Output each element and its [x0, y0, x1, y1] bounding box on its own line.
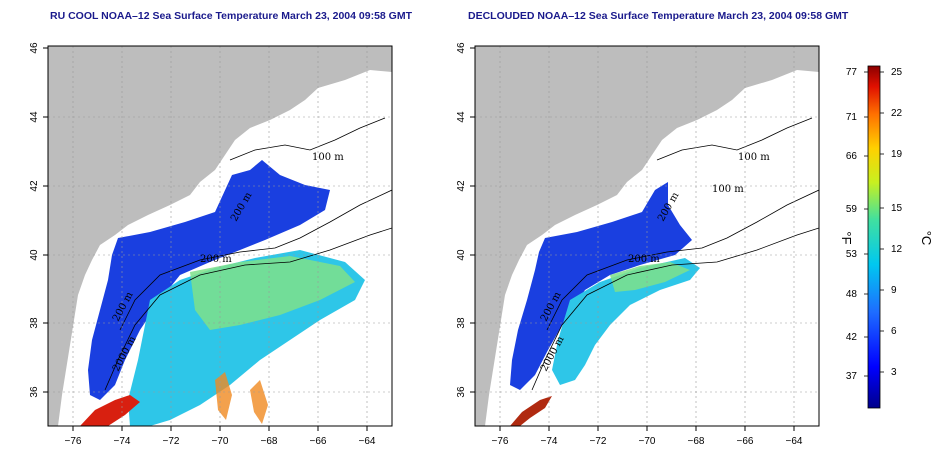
- left-x-tick: −68: [261, 436, 278, 447]
- left-sst-orange: [215, 372, 268, 424]
- right-contour-label: 200 m: [628, 254, 660, 265]
- colorbar-fahrenheit-tick: 77: [846, 67, 858, 78]
- colorbar-celsius-tick: 19: [891, 149, 903, 160]
- left-contour-200m: [119, 189, 392, 331]
- left-x-tick: −72: [163, 436, 180, 447]
- colorbar-tick-marks: [864, 71, 884, 377]
- left-contour-label: 200 m: [200, 254, 232, 265]
- right-sst-warm: [510, 396, 552, 426]
- left-x-tick: −76: [65, 436, 82, 447]
- colorbar-celsius-tick: 3: [891, 367, 897, 378]
- left-x-tick: −66: [310, 436, 327, 447]
- left-y-tick: 44: [29, 111, 40, 123]
- left-y-tick: 46: [29, 42, 40, 54]
- colorbar-celsius-tick: 15: [891, 203, 903, 214]
- colorbar-celsius-tick: 25: [891, 67, 903, 78]
- left-sst-warm: [80, 395, 140, 426]
- right-y-tick: 44: [456, 111, 467, 123]
- left-map-title: RU COOL NOAA–12 Sea Surface Temperature …: [50, 10, 413, 22]
- left-sst-blue: [88, 160, 330, 400]
- left-y-tick: 42: [29, 180, 40, 192]
- left-x-tick: −74: [114, 436, 131, 447]
- colorbar-celsius-label: °C: [919, 231, 934, 246]
- right-grid: [475, 46, 819, 426]
- colorbar-celsius-tick: 6: [891, 326, 897, 337]
- colorbar-fahrenheit-tick: 48: [846, 289, 858, 300]
- right-x-tick: −72: [590, 436, 607, 447]
- colorbar-fahrenheit-tick: 59: [846, 204, 858, 215]
- right-map-panel: 100 m 100 m 200 m 200 m 2000 m 200 m −76…: [456, 42, 820, 447]
- right-x-tick: −66: [737, 436, 754, 447]
- colorbar-celsius-tick: 9: [891, 285, 897, 296]
- colorbar-fahrenheit-tick: 71: [846, 112, 858, 123]
- left-contour-2000m: [104, 227, 392, 391]
- left-y-tick: 36: [29, 386, 40, 398]
- left-grid: [48, 46, 392, 426]
- colorbar-celsius-tick: 22: [891, 108, 903, 119]
- right-contour-200m: [546, 189, 819, 331]
- colorbar-fahrenheit-tick: 66: [846, 151, 858, 162]
- left-sst-green: [190, 256, 355, 330]
- right-tick-marks: [470, 47, 795, 431]
- right-y-tick: 38: [456, 317, 467, 329]
- right-map-title: DECLOUDED NOAA–12 Sea Surface Temperatur…: [468, 10, 849, 22]
- right-y-tick: 36: [456, 386, 467, 398]
- right-contour-2000m: [531, 227, 819, 391]
- right-contour-label: 100 m: [738, 152, 770, 163]
- right-x-tick: −74: [541, 436, 558, 447]
- right-y-tick: 40: [456, 249, 467, 261]
- right-contour-100m: [656, 117, 813, 161]
- right-x-tick: −70: [639, 436, 656, 447]
- right-land-mass: [475, 46, 819, 426]
- left-land-mass: [48, 46, 392, 426]
- left-tick-marks: [43, 47, 368, 431]
- right-x-tick: −68: [688, 436, 705, 447]
- right-x-tick: −64: [786, 436, 803, 447]
- colorbar-fahrenheit-label: °F: [839, 231, 854, 244]
- right-sst-green: [610, 262, 690, 292]
- colorbar-fahrenheit-tick: 53: [846, 249, 858, 260]
- left-y-tick: 38: [29, 317, 40, 329]
- left-contour-label: 100 m: [312, 152, 344, 163]
- right-x-tick: −76: [492, 436, 509, 447]
- colorbar-fahrenheit-tick: 37: [846, 371, 858, 382]
- right-contour-label: 100 m: [712, 184, 744, 195]
- left-contour-100m: [229, 117, 386, 161]
- colorbar-fahrenheit-tick: 42: [846, 332, 858, 343]
- left-map-panel: 100 m 200 m 200 m 2000 m 200 m −76 −74 −…: [29, 42, 393, 447]
- right-sst-blue: [510, 182, 692, 390]
- left-x-tick: −70: [212, 436, 229, 447]
- right-sst-cyan: [552, 258, 700, 385]
- right-y-tick: 46: [456, 42, 467, 54]
- right-y-tick: 42: [456, 180, 467, 192]
- colorbar-gradient: [867, 65, 881, 409]
- colorbar-celsius-tick: 12: [891, 244, 903, 255]
- colorbar: 77 71 66 59 53 48 42 37 25 22 19 15 12 9…: [839, 65, 934, 409]
- left-x-tick: −64: [359, 436, 376, 447]
- left-y-tick: 40: [29, 249, 40, 261]
